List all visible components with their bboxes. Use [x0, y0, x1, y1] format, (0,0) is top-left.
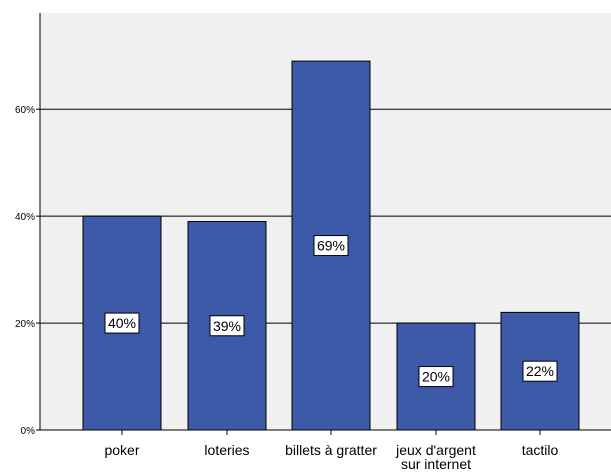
y-tick-label-3: 60% [15, 105, 35, 116]
axes [39, 13, 611, 431]
y-tick-label-1: 20% [15, 319, 35, 330]
x-tick-label-0: poker [104, 442, 139, 458]
svg-text:20%: 20% [422, 369, 450, 385]
data-label-3: 20% [418, 366, 454, 388]
svg-text:69%: 69% [317, 238, 345, 254]
y-tick-label-0: 0% [21, 426, 36, 437]
data-label-0: 40% [104, 312, 140, 334]
bars-group [82, 60, 580, 431]
y-axis-ticks: 0% 20% 40% 60% [15, 105, 40, 437]
data-labels: 40% 39% 69% 20% 22% [104, 235, 558, 388]
x-tick-label-2: billets à gratter [285, 442, 377, 458]
svg-text:22%: 22% [526, 363, 554, 379]
data-label-4: 22% [522, 360, 558, 382]
svg-text:40%: 40% [108, 315, 136, 331]
data-label-2: 69% [313, 235, 349, 257]
x-tick-label-4: tactilo [522, 442, 559, 458]
x-tick-label-3: jeux d'argent sur internet [395, 442, 476, 472]
x-tick-label-1: loteries [204, 442, 249, 458]
data-label-1: 39% [209, 315, 245, 337]
y-tick-label-2: 40% [15, 212, 35, 223]
x-axis-labels: poker loteries billets à gratter jeux d'arg… [104, 430, 558, 472]
svg-text:39%: 39% [213, 318, 241, 334]
